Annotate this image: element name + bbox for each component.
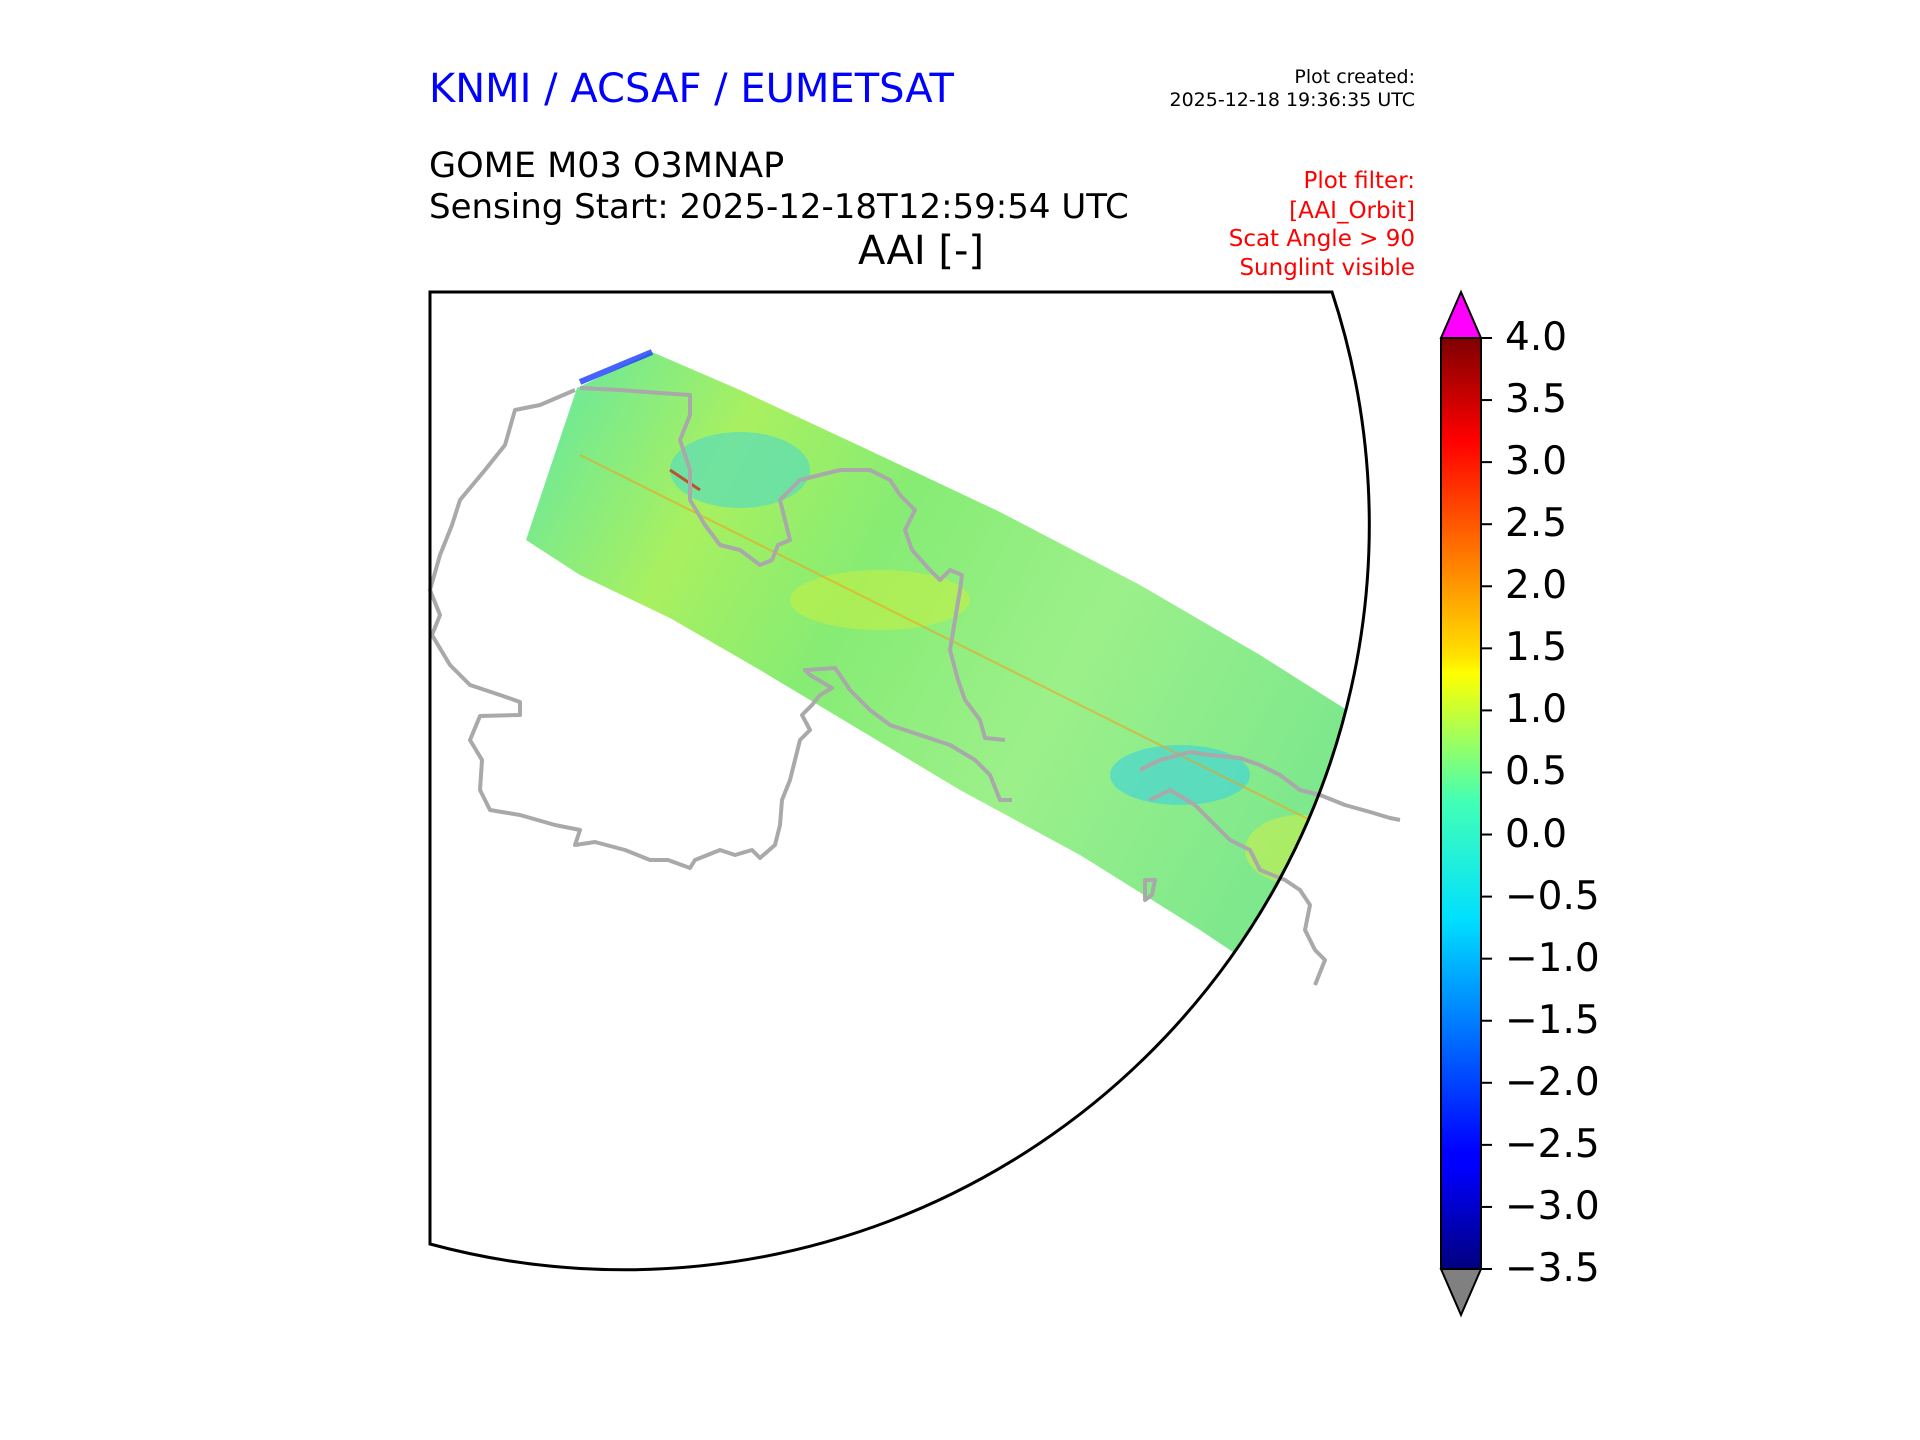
colorbar-tick-label: −1.0: [1505, 935, 1600, 981]
colorbar-tick-label: 4.0: [1505, 315, 1568, 360]
colorbar-tick-label: 2.0: [1505, 563, 1568, 609]
plot-filter-item: Scat Angle > 90: [1228, 226, 1415, 252]
plot-filter-label: Plot filter:: [1303, 168, 1415, 194]
antarctica-coast: [428, 388, 1012, 870]
colorbar-under-extension: [1439, 1268, 1483, 1318]
swath-patch: [1245, 815, 1355, 885]
colorbar-tick-label: −2.0: [1505, 1059, 1600, 1105]
peninsula-coast: [1139, 750, 1401, 822]
colorbar-tick-label: 3.0: [1505, 439, 1568, 485]
colorbar-tick-label: 0.5: [1505, 749, 1568, 795]
colorbar-tick-label: −1.5: [1505, 997, 1600, 1043]
product-title: GOME M03 O3MNAP: [429, 146, 785, 186]
plot-filter-item: [AAI_Orbit]: [1289, 198, 1415, 224]
swath-patch: [790, 570, 970, 630]
variable-title: AAI [-]: [858, 228, 984, 274]
colorbar-over-extension: [1439, 289, 1483, 339]
swath-patch: [670, 432, 810, 508]
sensing-start: Sensing Start: 2025-12-18T12:59:54 UTC: [429, 187, 1129, 227]
swath-patch: [1110, 745, 1250, 805]
swath-streak: [669, 468, 701, 492]
aai-swath: [526, 349, 1370, 1000]
organization-title: KNMI / ACSAF / EUMETSAT: [429, 66, 954, 112]
colorbar-gradient: [1440, 337, 1482, 1270]
swath-edge-noise: [578, 349, 654, 385]
colorbar-tick-label: 0.0: [1505, 811, 1568, 857]
colorbar-tick-label: 2.5: [1505, 501, 1568, 547]
colorbar: [1439, 289, 1492, 1318]
swath-streak: [579, 454, 1370, 856]
plot-created-label: Plot created:: [1294, 66, 1415, 88]
island-coast: [1143, 878, 1157, 902]
ice-shelf-coast: [579, 386, 1006, 742]
plot-filter-item: Sunglint visible: [1239, 255, 1415, 281]
colorbar-tick-label: 1.0: [1505, 687, 1568, 733]
map-boundary: [428, 290, 1371, 1272]
colorbar-tick-label: 1.5: [1505, 625, 1568, 671]
colorbar-tick-label: −3.5: [1505, 1246, 1600, 1291]
peninsula-coast: [1149, 788, 1327, 986]
plot-created-time: 2025-12-18 19:36:35 UTC: [1169, 89, 1416, 111]
colorbar-tick-label: −3.0: [1505, 1183, 1600, 1229]
colorbar-tick-label: 3.5: [1505, 377, 1568, 423]
colorbar-tick-label: −2.5: [1505, 1121, 1600, 1167]
swath-band: [526, 352, 1370, 1000]
colorbar-tick-label: −0.5: [1505, 873, 1600, 919]
coastline: [428, 386, 1401, 986]
